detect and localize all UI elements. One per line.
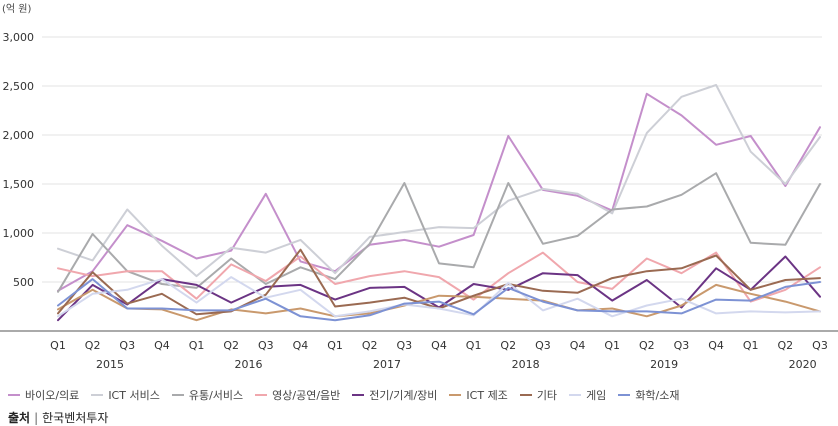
x-tick-label: Q1 — [743, 339, 759, 352]
legend-item: 전기/기계/장비 — [352, 387, 437, 403]
legend-item: 화학/소재 — [618, 387, 680, 403]
source-separator: | — [34, 411, 39, 425]
legend-swatch — [8, 394, 20, 396]
legend-swatch — [255, 394, 268, 396]
source-text: 한국벤처투자 — [42, 411, 109, 425]
legend-label: 바이오/의료 — [25, 389, 80, 402]
axes: 500 1,000 1,500 2,000 2,500 3,000 Q1 Q2 Q3 Q4 Q1 Q2… — [0, 31, 838, 371]
legend-swatch — [171, 394, 184, 396]
legend-label: 게임 — [586, 389, 607, 402]
legend-label: ICT 제조 — [466, 389, 508, 402]
x-tick-label: Q3 — [119, 339, 135, 352]
series-lines — [57, 84, 821, 322]
legend-label: 전기/기계/장비 — [369, 389, 438, 402]
x-tick-label: Q3 — [674, 339, 690, 352]
year-label: 2017 — [373, 358, 401, 371]
x-tick-label: Q2 — [362, 339, 378, 352]
x-tick-label: Q1 — [604, 339, 620, 352]
x-tick-label: Q1 — [189, 339, 205, 352]
legend-label: 기타 — [536, 389, 558, 402]
x-tick-label: Q4 — [293, 339, 309, 352]
year-label: 2019 — [650, 358, 678, 371]
x-tick-label: Q1 — [466, 339, 482, 352]
legend-label: 화학/소재 — [635, 389, 680, 402]
legend-item: ICT 제조 — [449, 387, 508, 403]
x-tick-label: Q2 — [500, 339, 516, 352]
source-note: 출처 | 한국벤처투자 — [8, 409, 108, 426]
legend-label: ICT 서비스 — [108, 389, 160, 402]
legend-item: ICT 서비스 — [91, 387, 160, 403]
series-line — [57, 251, 821, 303]
x-tick-label: Q1 — [50, 339, 66, 352]
legend-item: 유통/서비스 — [171, 387, 244, 403]
x-tick-label: Q4 — [570, 339, 586, 352]
year-label: 2018 — [512, 358, 540, 371]
x-tick-label: Q4 — [154, 339, 170, 352]
year-label: 2015 — [96, 358, 124, 371]
x-tick-label: Q2 — [223, 339, 239, 352]
y-tick-label: 2,500 — [3, 80, 35, 93]
legend-swatch — [352, 394, 365, 396]
y-tick-label: 2,000 — [3, 129, 35, 142]
legend-swatch — [569, 394, 582, 396]
y-unit-label: (억 원) — [2, 3, 31, 15]
series-line — [57, 283, 821, 322]
legend-label: 유통/서비스 — [188, 389, 244, 402]
legend-item: 바이오/의료 — [8, 387, 79, 403]
legend-swatch — [618, 394, 631, 396]
legend-item: 게임 — [569, 387, 606, 403]
x-tick-label: Q2 — [639, 339, 655, 352]
y-tick-label: 3,000 — [3, 31, 35, 44]
series-line — [57, 278, 821, 322]
y-tick-label: 500 — [13, 276, 34, 289]
x-tick-label: Q3 — [812, 339, 828, 352]
legend-item: 영상/공연/음반 — [255, 387, 340, 403]
x-tick-label: Q2 — [85, 339, 101, 352]
gridlines — [42, 36, 822, 283]
line-chart: 500 1,000 1,500 2,000 2,500 3,000 Q1 Q2 Q3 Q4 Q1 Q2… — [0, 3, 838, 371]
x-tick-label: Q4 — [431, 339, 447, 352]
x-tick-label: Q1 — [327, 339, 343, 352]
series-line — [57, 276, 821, 318]
source-label: 출처 — [8, 411, 31, 425]
year-label: 2016 — [235, 358, 263, 371]
x-tick-label: Q3 — [535, 339, 551, 352]
x-tick-label: Q4 — [708, 339, 724, 352]
legend-label: 영상/공연/음반 — [272, 389, 341, 402]
series-line — [57, 92, 821, 292]
series-line — [57, 172, 821, 293]
y-tick-label: 1,500 — [3, 178, 35, 191]
x-tick-label: Q2 — [778, 339, 794, 352]
legend-swatch — [449, 394, 462, 396]
year-label: 2020 — [789, 358, 817, 371]
legend-item: 기타 — [519, 387, 558, 403]
legend-swatch — [91, 394, 104, 396]
series-line — [57, 255, 821, 322]
legend-swatch — [519, 394, 532, 396]
y-tick-label: 1,000 — [3, 227, 35, 240]
legend: 바이오/의료 ICT 서비스 유통/서비스 영상/공연/음반 전기/기계/장비 ICT 제… — [8, 386, 838, 404]
x-tick-label: Q3 — [397, 339, 413, 352]
series-line — [57, 84, 821, 278]
x-tick-label: Q3 — [258, 339, 274, 352]
